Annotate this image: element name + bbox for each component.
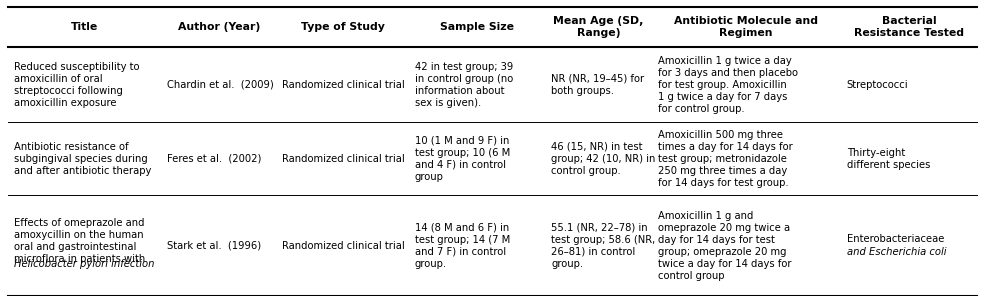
Text: Type of Study: Type of Study xyxy=(300,22,384,32)
Text: and Escherichia coli: and Escherichia coli xyxy=(847,247,947,258)
Text: Helicobacter pylori infection: Helicobacter pylori infection xyxy=(14,259,155,269)
Text: Amoxicillin 1 g and
omeprazole 20 mg twice a
day for 14 days for test
group; ome: Amoxicillin 1 g and omeprazole 20 mg twi… xyxy=(658,211,791,281)
Text: Antibiotic resistance of
subgingival species during
and after antibiotic therapy: Antibiotic resistance of subgingival spe… xyxy=(14,142,151,176)
Text: Randomized clinical trial: Randomized clinical trial xyxy=(283,241,405,251)
Text: Title: Title xyxy=(71,22,98,32)
Text: 55.1 (NR, 22–78) in
test group; 58.6 (NR,
26–81) in control
group.: 55.1 (NR, 22–78) in test group; 58.6 (NR… xyxy=(552,223,655,269)
Text: Feres et al.  (2002): Feres et al. (2002) xyxy=(166,154,261,164)
Text: Bacterial
Resistance Tested: Bacterial Resistance Tested xyxy=(854,16,964,38)
Text: Enterobacteriaceae: Enterobacteriaceae xyxy=(847,234,944,244)
Text: Antibiotic Molecule and
Regimen: Antibiotic Molecule and Regimen xyxy=(674,16,819,38)
Text: Mean Age (SD,
Range): Mean Age (SD, Range) xyxy=(554,16,643,38)
Text: Thirty-eight
different species: Thirty-eight different species xyxy=(847,148,930,170)
Text: 46 (15, NR) in test
group; 42 (10, NR) in
control group.: 46 (15, NR) in test group; 42 (10, NR) i… xyxy=(552,142,655,176)
Text: Streptococci: Streptococci xyxy=(847,80,908,90)
Text: Effects of omeprazole and
amoxycillin on the human
oral and gastrointestinal
mic: Effects of omeprazole and amoxycillin on… xyxy=(14,218,145,264)
Text: 42 in test group; 39
in control group (no
information about
sex is given).: 42 in test group; 39 in control group (n… xyxy=(415,62,513,108)
Text: Stark et al.  (1996): Stark et al. (1996) xyxy=(166,241,261,251)
Text: 10 (1 M and 9 F) in
test group; 10 (6 M
and 4 F) in control
group: 10 (1 M and 9 F) in test group; 10 (6 M … xyxy=(415,136,510,182)
Text: Amoxicillin 500 mg three
times a day for 14 days for
test group; metronidazole
2: Amoxicillin 500 mg three times a day for… xyxy=(658,130,792,188)
Text: NR (NR, 19–45) for
both groups.: NR (NR, 19–45) for both groups. xyxy=(552,74,644,96)
Text: Reduced susceptibility to
amoxicillin of oral
streptococci following
amoxicillin: Reduced susceptibility to amoxicillin of… xyxy=(14,62,139,108)
Text: 14 (8 M and 6 F) in
test group; 14 (7 M
and 7 F) in control
group.: 14 (8 M and 6 F) in test group; 14 (7 M … xyxy=(415,223,510,269)
Text: Sample Size: Sample Size xyxy=(440,22,514,32)
Text: Chardin et al.  (2009): Chardin et al. (2009) xyxy=(166,80,274,90)
Text: Randomized clinical trial: Randomized clinical trial xyxy=(283,154,405,164)
Text: Author (Year): Author (Year) xyxy=(177,22,260,32)
Text: Randomized clinical trial: Randomized clinical trial xyxy=(283,80,405,90)
Text: Amoxicillin 1 g twice a day
for 3 days and then placebo
for test group. Amoxicil: Amoxicillin 1 g twice a day for 3 days a… xyxy=(658,56,798,114)
